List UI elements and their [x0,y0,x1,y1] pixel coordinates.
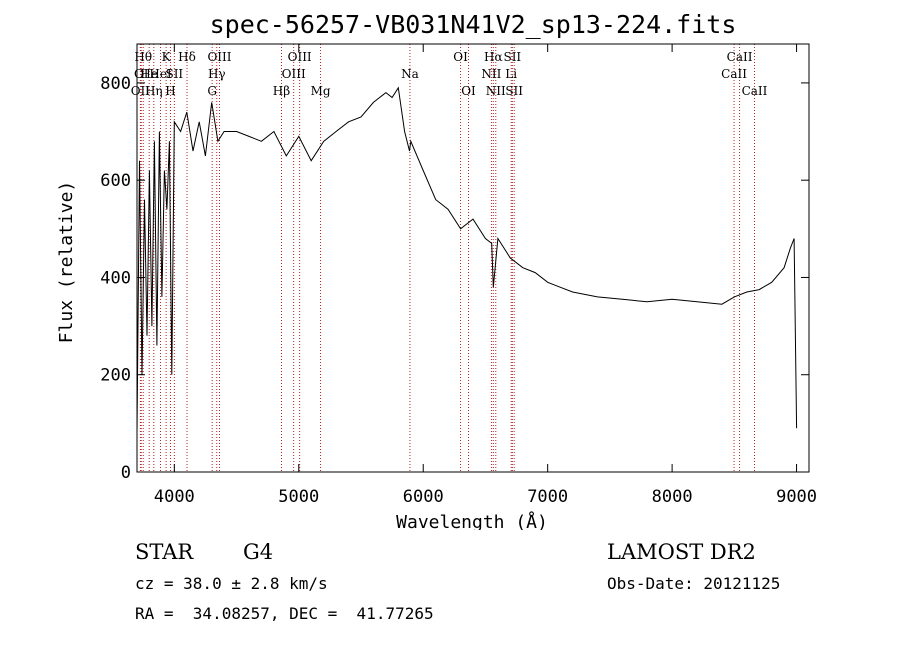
x-tick-label: 4000 [154,487,195,507]
spectral-line-label: G [207,84,217,98]
spectral-line-label: Hη [145,84,163,98]
object-subclass: G4 [243,540,274,564]
y-tick-label: 0 [121,463,131,483]
obs-date: Obs-Date: 20121125 [607,574,781,593]
spectral-line-label: Hγ [208,67,226,81]
spectral-line-label: CaII [727,50,753,64]
x-tick-label: 7000 [527,487,568,507]
y-axis-ticks: 0 200 400 600 800 [100,74,809,483]
spectral-line-label: H [165,84,175,98]
spectral-line-label: OI [134,67,149,81]
spectral-line-label: CaII [721,67,747,81]
spectral-line-label: Mg [311,84,331,98]
object-class: STAR [135,540,194,564]
spectral-line-label: SII [505,84,523,98]
spectral-line-label: NII [481,67,501,81]
y-tick-label: 200 [100,366,131,386]
spectral-line-label: K [162,50,172,64]
survey-name: LAMOST DR2 [607,540,756,564]
spectral-line-label: OIII [207,50,231,64]
spectral-line-label: Hβ [273,84,290,98]
chart-title: spec-56257-VB031N41V2_sp13-224.fits [210,10,737,39]
spectral-line-label: Hα [484,50,503,64]
spectral-line-label: SII [165,67,183,81]
y-tick-label: 400 [100,268,131,288]
spectral-line-label: Na [401,67,419,81]
spectrum-chart: spec-56257-VB031N41V2_sp13-224.fits OIIO… [56,10,817,530]
x-axis-ticks: 4000 5000 6000 7000 8000 9000 [154,44,817,507]
spectrum-line [136,86,798,434]
spectral-line-label: He [140,67,158,81]
spectral-line-label: OI [461,84,476,98]
plot-frame [136,43,810,473]
spectral-line-label: NII [486,84,506,98]
spectral-line-label: OI [453,50,468,64]
y-tick-label: 600 [100,171,131,191]
spectral-line-label: OIII [288,50,312,64]
spectral-line-label: Hδ [178,50,196,64]
line-label-group: OII OI Hθ He Hη HeI K H SII Hδ G Hγ OIII Hβ OIII OIII Mg… [131,50,768,98]
y-axis-label: Flux (relative) [56,181,77,344]
line-marker-group [139,44,755,472]
spectral-line-label: Hθ [134,50,152,64]
x-axis-label: Wavelength (Å) [396,511,548,530]
redshift-text: cz = 38.0 ± 2.8 km/s [135,574,328,593]
spectral-line-label: CaII [742,84,768,98]
spectral-line-label: OIII [282,67,306,81]
spectral-line-label: Li [505,67,517,81]
spectral-line-label: HeI [149,67,172,81]
x-tick-label: 8000 [652,487,693,507]
x-tick-label: 6000 [403,487,444,507]
x-tick-label: 5000 [278,487,319,507]
y-tick-label: 800 [100,74,131,94]
spectral-line-label: SII [503,50,521,64]
x-tick-label: 9000 [776,487,817,507]
coordinates-text: RA = 34.08257, DEC = 41.77265 [135,604,434,623]
spectral-line-label: OII [131,84,151,98]
